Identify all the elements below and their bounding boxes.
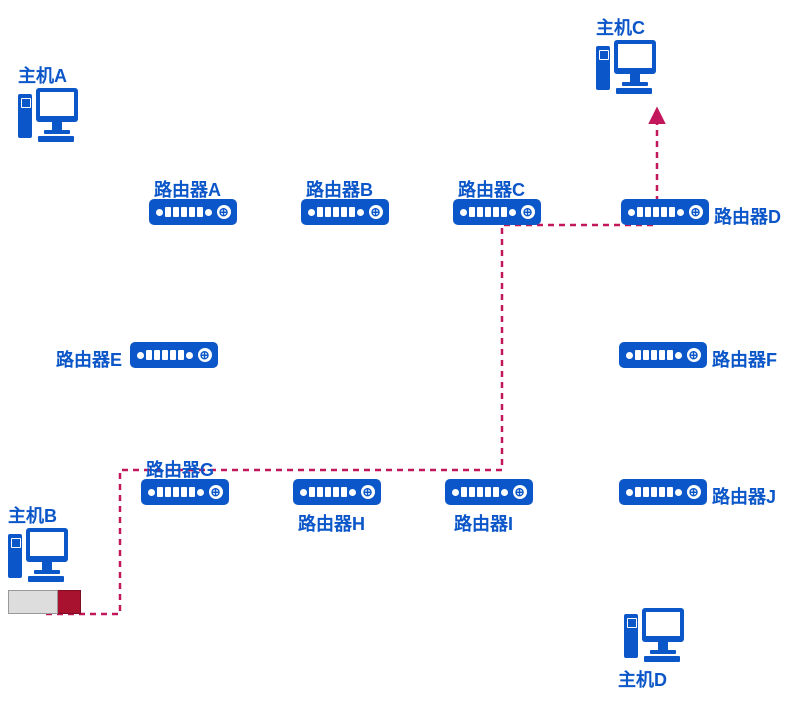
host-c-icon — [596, 36, 656, 96]
router-d-label: 路由器D — [714, 203, 781, 229]
router-c-icon — [453, 199, 541, 225]
router-i-label: 路由器I — [454, 510, 513, 536]
router-j-icon — [619, 479, 707, 505]
host-d-icon — [624, 604, 684, 664]
packet-icon — [8, 590, 81, 614]
host-d-label: 主机D — [618, 666, 667, 692]
router-a-icon — [149, 199, 237, 225]
router-h-icon — [293, 479, 381, 505]
router-e-label: 路由器E — [56, 346, 122, 372]
router-b-icon — [301, 199, 389, 225]
router-e-icon — [130, 342, 218, 368]
router-d-icon — [621, 199, 709, 225]
network-diagram: 主机A 主机C 主机B 主机D 路由器A 路由器B 路由器C 路由器D 路由器E… — [0, 0, 812, 706]
router-f-label: 路由器F — [712, 346, 777, 372]
host-b-icon — [8, 524, 68, 584]
router-f-icon — [619, 342, 707, 368]
router-g-icon — [141, 479, 229, 505]
router-j-label: 路由器J — [712, 483, 776, 509]
router-h-label: 路由器H — [298, 510, 365, 536]
router-i-icon — [445, 479, 533, 505]
host-a-icon — [18, 84, 78, 144]
